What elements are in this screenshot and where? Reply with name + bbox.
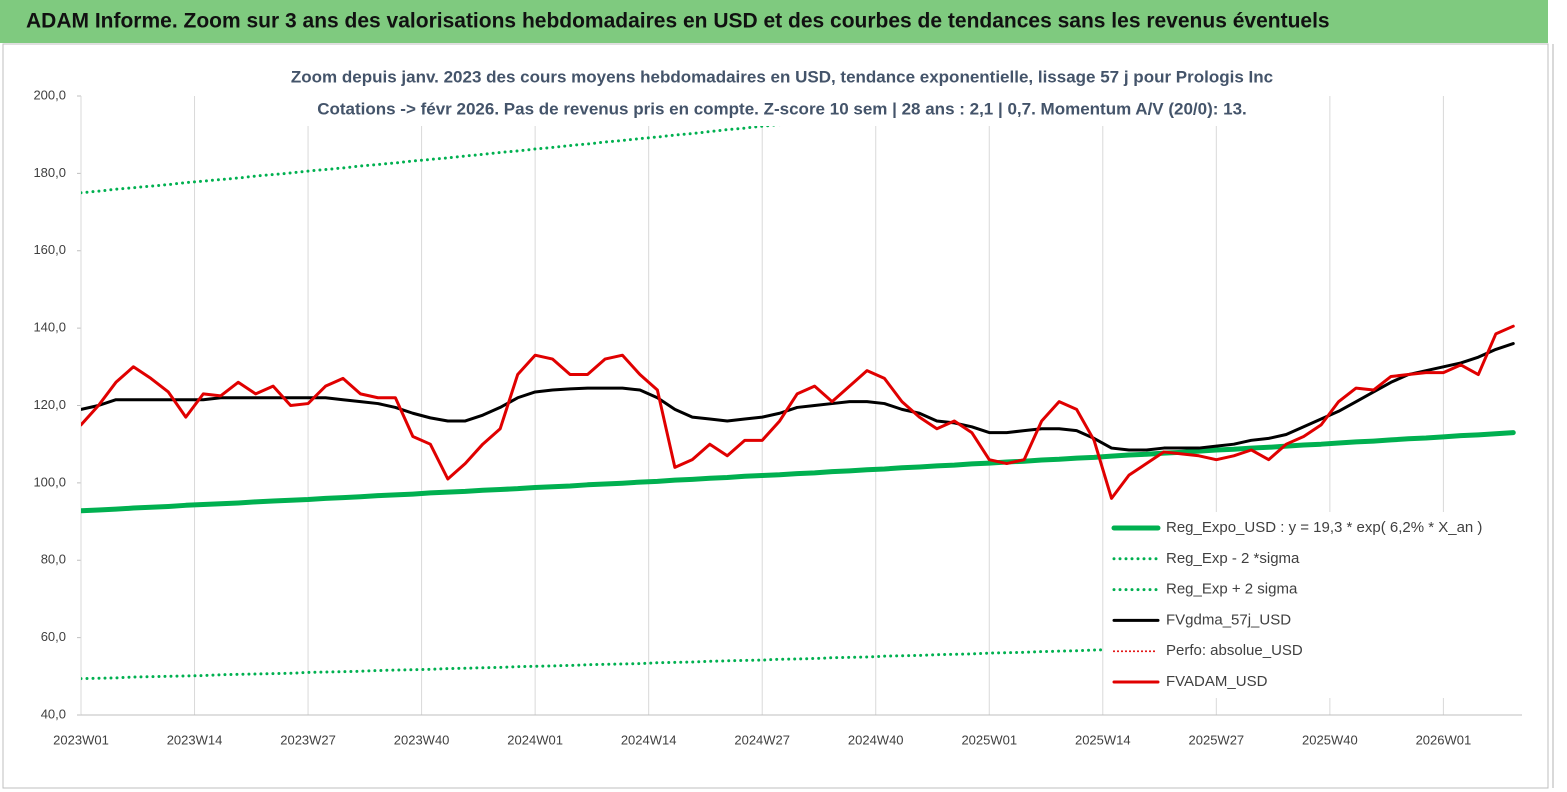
legend-label: Reg_Exp + 2 sigma	[1166, 581, 1298, 598]
x-tick-label: 2026W01	[1416, 732, 1472, 747]
title-group: Zoom depuis janv. 2023 des cours moyens …	[268, 60, 1296, 126]
legend: Reg_Expo_USD : y = 19,3 * exp( 6,2% * X_…	[1105, 512, 1517, 698]
y-tick-label: 120,0	[33, 397, 66, 412]
x-tick-label: 2025W27	[1189, 732, 1245, 747]
y-tick-label: 200,0	[33, 87, 66, 102]
y-tick-label: 40,0	[41, 706, 66, 721]
y-tick-label: 60,0	[41, 629, 66, 644]
chart-border	[2, 43, 1549, 789]
x-tick-label: 2023W27	[280, 732, 336, 747]
x-tick-label: 2025W01	[961, 732, 1017, 747]
x-tick-label: 2025W40	[1302, 732, 1358, 747]
x-tick-label: 2024W01	[507, 732, 563, 747]
y-tick-label: 160,0	[33, 242, 66, 257]
page-title: ADAM Informe. Zoom sur 3 ans des valoris…	[26, 10, 1330, 33]
legend-label: FVgdma_57j_USD	[1166, 611, 1291, 628]
header-bar	[0, 0, 1548, 43]
legend-label: Perfo: absolue_USD	[1166, 642, 1303, 659]
series-line	[81, 324, 1515, 500]
y-tick-label: 180,0	[33, 165, 66, 180]
x-tick-label: 2023W14	[167, 732, 223, 747]
grid: 40,0 60,0 80,0 100,0 120,0 140,0 160,0 180,0 200…	[33, 87, 1522, 747]
chart-subtitle: Cotations -> févr 2026. Pas de revenus p…	[317, 99, 1247, 118]
series-line	[81, 342, 1515, 452]
title-box	[268, 60, 1296, 126]
x-tick-label: 2025W14	[1075, 732, 1131, 747]
x-tick-label: 2024W27	[734, 732, 790, 747]
y-tick-label: 140,0	[33, 320, 66, 335]
y-tick-label: 80,0	[41, 552, 66, 567]
legend-label: FVADAM_USD	[1166, 673, 1268, 690]
legend-label: Reg_Expo_USD : y = 19,3 * exp( 6,2% * X_…	[1166, 519, 1482, 536]
x-tick-label: 2023W01	[53, 732, 109, 747]
legend-label: Reg_Exp - 2 *sigma	[1166, 550, 1300, 567]
y-tick-label: 100,0	[33, 474, 66, 489]
x-tick-label: 2024W40	[848, 732, 904, 747]
chart-title: Zoom depuis janv. 2023 des cours moyens …	[291, 67, 1273, 86]
x-tick-label: 2024W14	[621, 732, 677, 747]
legend-box	[1105, 512, 1517, 698]
series-line	[81, 430, 1516, 514]
x-tick-label: 2023W40	[394, 732, 450, 747]
